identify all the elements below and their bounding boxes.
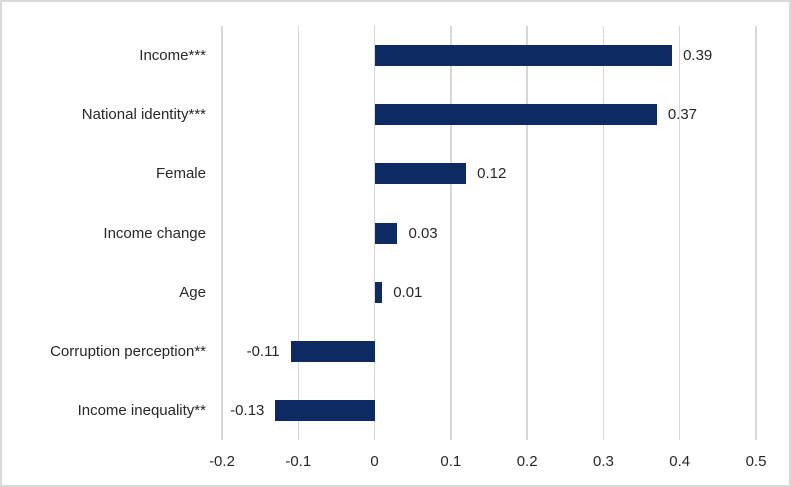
value-label: 0.39 bbox=[683, 47, 713, 65]
x-tick-label: 0.4 bbox=[669, 453, 691, 470]
bar-national-identity bbox=[374, 104, 657, 126]
x-tick-label: 0 bbox=[370, 453, 379, 470]
category-label-age: Age bbox=[179, 283, 206, 301]
x-tick-label: -0.1 bbox=[285, 453, 312, 470]
bar-age bbox=[374, 281, 383, 303]
bar-female bbox=[374, 163, 467, 185]
bar-income-change bbox=[374, 222, 398, 244]
x-tick-label: 0.3 bbox=[592, 453, 614, 470]
x-tick-label: 0.2 bbox=[516, 453, 538, 470]
category-label-income: Income*** bbox=[139, 47, 206, 65]
bar-income bbox=[374, 45, 673, 67]
gridline bbox=[221, 26, 223, 440]
gridline bbox=[602, 26, 605, 440]
value-label: 0.37 bbox=[667, 106, 698, 124]
gridline bbox=[678, 26, 681, 440]
category-label-national-identity: National identity*** bbox=[81, 106, 206, 124]
category-label-corruption-perception: Corruption perception** bbox=[50, 342, 206, 360]
value-label: 0.01 bbox=[393, 283, 423, 301]
gridline bbox=[526, 26, 528, 440]
value-label: -0.11 bbox=[246, 342, 280, 360]
value-label: 0.12 bbox=[477, 165, 507, 183]
gridline bbox=[755, 26, 757, 440]
value-label: -0.13 bbox=[230, 401, 265, 419]
gridline bbox=[450, 26, 452, 440]
value-label: 0.03 bbox=[408, 224, 438, 242]
x-tick-label: 0.5 bbox=[745, 453, 767, 470]
x-tick-label: 0.1 bbox=[440, 453, 462, 470]
category-label-female: Female bbox=[155, 165, 206, 183]
bar-corruption-perception bbox=[290, 340, 375, 362]
bar-income-inequality bbox=[275, 399, 375, 421]
x-tick-label: -0.2 bbox=[209, 453, 235, 470]
gridline bbox=[297, 26, 300, 440]
category-label-income-change: Income change bbox=[103, 224, 206, 242]
category-label-income-inequality: Income inequality** bbox=[77, 401, 206, 419]
plot-area: 0.39 0.37 0.12 0.03 0.01 -0.11 -0.13 bbox=[221, 26, 757, 440]
